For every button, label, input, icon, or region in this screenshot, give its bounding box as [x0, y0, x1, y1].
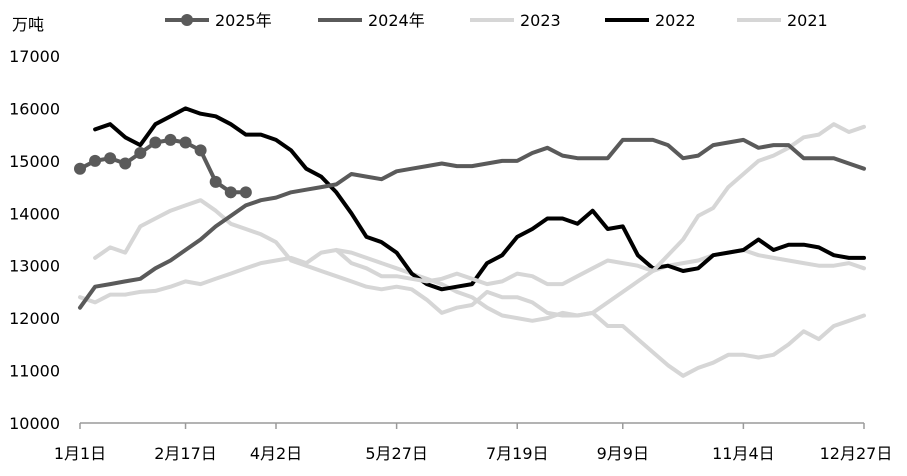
legend-label: 2023	[520, 11, 561, 30]
legend-label: 2024年	[368, 11, 425, 30]
y-axis-unit-label: 万吨	[12, 15, 44, 34]
x-tick-label: 11月4日	[712, 444, 775, 463]
series-point	[179, 136, 192, 149]
legend: 2025年 2024年 2023 2022 2021	[165, 11, 828, 30]
series-point	[74, 162, 86, 175]
series-line-4	[78, 137, 866, 310]
series-line-3	[334, 122, 866, 287]
legend-marker	[181, 14, 193, 26]
series-point	[119, 157, 132, 170]
series-point	[149, 136, 162, 149]
series-point	[209, 175, 222, 188]
legend-label: 2021	[787, 11, 828, 30]
legend-label: 2025年	[215, 11, 272, 30]
x-tick-label: 5月27日	[365, 444, 428, 463]
x-tick-label: 7月19日	[486, 444, 549, 463]
y-tick-label: 16000	[9, 99, 60, 118]
y-tick-label: 12000	[9, 309, 60, 328]
y-tick-label: 13000	[9, 257, 60, 276]
series-point	[239, 186, 252, 199]
series-point	[89, 154, 102, 167]
y-axis-ticks: 10000 11000 12000 13000 14000 15000 16000 17000	[9, 47, 60, 433]
series-point	[224, 186, 237, 199]
x-tick-label: 1月1日	[54, 444, 106, 463]
y-tick-label: 10000	[9, 414, 60, 433]
y-tick-label: 15000	[9, 152, 60, 171]
series-point	[134, 146, 147, 159]
series-point	[104, 152, 117, 165]
series-point	[194, 144, 207, 157]
x-tick-label: 12月27日	[820, 444, 893, 463]
series-lines	[74, 106, 866, 378]
series-point	[164, 133, 177, 146]
x-axis-ticks: 1月1日 2月17日 4月2日 5月27日 7月19日 9月9日 11月4日 12月27日	[54, 423, 893, 463]
y-tick-label: 17000	[9, 47, 60, 66]
x-tick-label: 2月17日	[154, 444, 217, 463]
x-tick-label: 4月2日	[250, 444, 302, 463]
series-line-2	[93, 198, 866, 378]
series-line-1	[93, 106, 866, 292]
legend-label: 2022	[655, 11, 696, 30]
x-tick-label: 9月9日	[597, 444, 649, 463]
y-tick-label: 14000	[9, 204, 60, 223]
y-tick-label: 11000	[9, 362, 60, 381]
